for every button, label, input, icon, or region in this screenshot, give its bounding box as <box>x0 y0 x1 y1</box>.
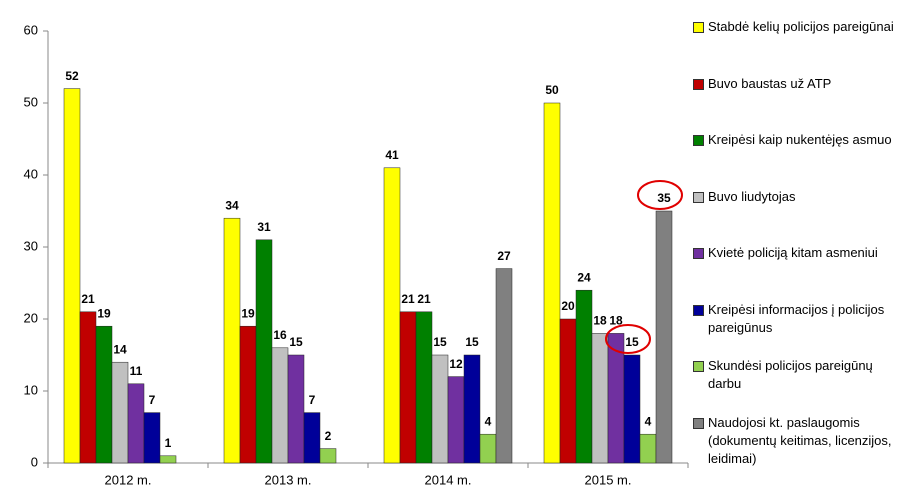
bar <box>655 210 673 464</box>
highlight-circle <box>637 180 683 210</box>
bar <box>543 102 561 464</box>
y-tick-label: 30 <box>24 238 38 253</box>
legend-swatch <box>693 78 704 90</box>
value-label: 1 <box>165 436 172 450</box>
legend-swatch <box>693 248 704 259</box>
legend-label: Buvo baustas už ATP <box>708 75 832 91</box>
bar <box>415 311 433 464</box>
legend-label: Buvo liudytojas <box>708 188 796 204</box>
bar <box>623 354 641 464</box>
value-label: 20 <box>561 299 575 313</box>
value-label: 7 <box>309 393 316 407</box>
x-tick-label: 2014 m. <box>425 472 472 487</box>
bar <box>383 167 401 464</box>
bar <box>399 311 417 464</box>
y-tick-label: 60 <box>24 22 38 37</box>
bar <box>255 239 273 464</box>
bar <box>559 318 577 464</box>
bar <box>591 333 609 464</box>
legend-swatch <box>693 417 704 429</box>
value-label: 11 <box>130 364 143 378</box>
value-label: 14 <box>113 342 127 356</box>
bar <box>479 433 497 464</box>
legend-swatch <box>693 304 704 316</box>
legend-item: Kvietė policiją kitam asmeniui <box>693 244 907 262</box>
value-label: 31 <box>257 220 271 234</box>
value-label: 21 <box>81 292 95 306</box>
legend-item: Skundėsi policijos pareigūnų darbu <box>693 357 907 393</box>
bar <box>287 354 305 464</box>
value-label: 4 <box>485 414 492 428</box>
legend-label: Naudojosi kt. paslaugomis (dokumentų kei… <box>708 414 892 466</box>
legend-label: Skundėsi policijos pareigūnų darbu <box>708 358 873 391</box>
bar <box>575 289 593 464</box>
bar <box>319 448 337 464</box>
value-label: 21 <box>417 292 431 306</box>
value-label: 2 <box>325 429 332 443</box>
legend-swatch <box>693 361 704 372</box>
bar <box>463 354 481 464</box>
x-tick-label: 2012 m. <box>105 472 152 487</box>
legend-label: Stabdė kelių policijos pareigūnai <box>708 19 894 34</box>
legend-label: Kvietė policiją kitam asmeniui <box>708 245 878 260</box>
legend-item: Buvo liudytojas <box>693 188 907 206</box>
value-label: 24 <box>577 270 591 284</box>
value-label: 18 <box>609 314 623 328</box>
value-label: 41 <box>385 148 399 162</box>
value-label: 7 <box>149 393 156 407</box>
bar <box>159 455 177 464</box>
legend-swatch <box>693 191 704 203</box>
bar <box>639 433 657 464</box>
bar <box>271 347 289 464</box>
bar <box>143 412 161 464</box>
value-label: 16 <box>273 328 287 342</box>
value-label: 27 <box>497 249 511 263</box>
value-label: 15 <box>625 335 639 349</box>
legend-item: Kreipėsi kaip nukentėjęs asmuo <box>693 131 907 149</box>
y-tick-label: 40 <box>24 166 38 181</box>
y-tick-label: 0 <box>31 454 38 469</box>
value-label: 12 <box>449 357 463 371</box>
y-tick-label: 20 <box>24 310 38 325</box>
y-tick-label: 10 <box>24 382 38 397</box>
value-label: 50 <box>545 83 559 97</box>
value-label: 34 <box>225 198 239 212</box>
legend-label: Kreipėsi informacijos į policijos pareig… <box>708 301 885 335</box>
value-label: 19 <box>241 306 255 320</box>
bar <box>63 88 81 464</box>
bar <box>303 412 321 464</box>
bar <box>431 354 449 464</box>
highlight-circle <box>605 324 651 354</box>
value-label: 15 <box>465 335 479 349</box>
legend-item: Stabdė kelių policijos pareigūnai <box>693 18 907 36</box>
bar <box>111 361 129 464</box>
bar <box>79 311 97 464</box>
legend-item: Buvo baustas už ATP <box>693 75 907 93</box>
bar <box>223 217 241 464</box>
value-label: 19 <box>97 306 111 320</box>
x-tick-label: 2013 m. <box>265 472 312 487</box>
value-label: 15 <box>433 335 447 349</box>
value-label: 18 <box>593 314 607 328</box>
legend-item: Naudojosi kt. paslaugomis (dokumentų kei… <box>693 414 907 468</box>
legend-label: Kreipėsi kaip nukentėjęs asmuo <box>708 132 892 147</box>
legend-item: Kreipėsi informacijos į policijos pareig… <box>693 301 907 337</box>
y-tick-label: 50 <box>24 94 38 109</box>
legend-swatch <box>693 22 704 33</box>
bar <box>447 376 465 464</box>
value-label: 21 <box>401 292 415 306</box>
value-label: 35 <box>657 191 671 205</box>
bar <box>495 268 513 464</box>
x-tick-label: 2015 m. <box>585 472 632 487</box>
legend-swatch <box>693 135 704 146</box>
bar <box>239 325 257 464</box>
bar <box>127 383 145 464</box>
value-label: 4 <box>645 414 652 428</box>
value-label: 52 <box>65 69 79 83</box>
bar <box>95 325 113 464</box>
value-label: 15 <box>289 335 303 349</box>
